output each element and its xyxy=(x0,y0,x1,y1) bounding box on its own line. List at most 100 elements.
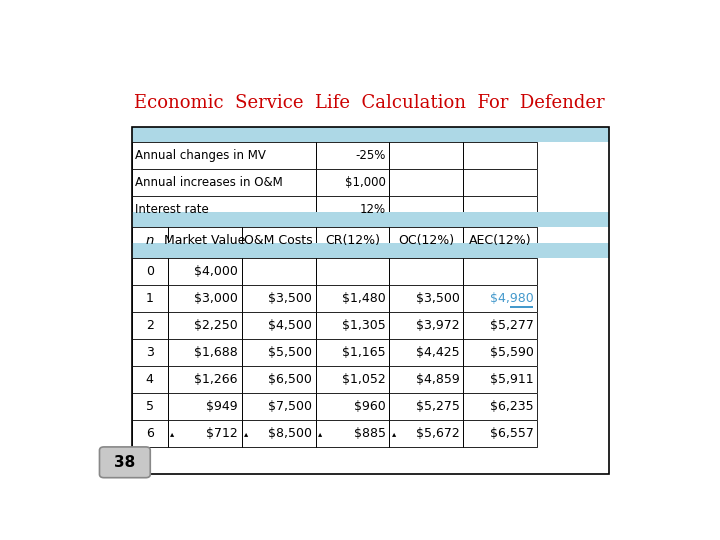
Text: 6: 6 xyxy=(146,427,153,440)
Bar xyxy=(464,168,537,196)
Bar xyxy=(464,393,537,420)
Bar xyxy=(390,393,464,420)
Text: $4,859: $4,859 xyxy=(415,373,459,386)
Bar xyxy=(464,227,537,254)
Text: CR(12%): CR(12%) xyxy=(325,234,380,247)
Bar xyxy=(390,366,464,393)
Text: $960: $960 xyxy=(354,400,386,413)
Text: $5,911: $5,911 xyxy=(490,373,534,386)
Bar xyxy=(132,196,315,223)
Text: $6,557: $6,557 xyxy=(490,427,534,440)
Bar xyxy=(390,168,464,196)
Bar xyxy=(132,258,168,285)
Bar xyxy=(390,227,464,254)
Bar xyxy=(464,339,537,366)
Bar xyxy=(390,258,464,285)
Bar xyxy=(315,312,390,339)
Text: Interest rate: Interest rate xyxy=(135,203,209,216)
Text: $4,980: $4,980 xyxy=(490,292,534,305)
Bar xyxy=(315,420,390,447)
Bar xyxy=(132,285,168,312)
Text: 3: 3 xyxy=(146,346,153,359)
Bar xyxy=(242,393,315,420)
Bar xyxy=(132,127,609,141)
Text: 38: 38 xyxy=(114,455,135,470)
Bar xyxy=(132,420,168,447)
FancyBboxPatch shape xyxy=(99,447,150,478)
Bar xyxy=(315,393,390,420)
Bar xyxy=(132,393,168,420)
Text: $5,500: $5,500 xyxy=(268,346,312,359)
Text: $6,235: $6,235 xyxy=(490,400,534,413)
Text: 5: 5 xyxy=(145,400,154,413)
Bar xyxy=(242,339,315,366)
Bar xyxy=(464,312,537,339)
Text: Economic  Service  Life  Calculation  For  Defender: Economic Service Life Calculation For De… xyxy=(134,94,604,112)
Bar xyxy=(315,366,390,393)
Text: $6,500: $6,500 xyxy=(268,373,312,386)
Bar xyxy=(390,285,464,312)
Text: $4,425: $4,425 xyxy=(416,346,459,359)
Bar xyxy=(315,196,390,223)
Text: $1,165: $1,165 xyxy=(342,346,386,359)
Bar xyxy=(168,312,242,339)
Bar xyxy=(132,285,609,312)
Text: $1,305: $1,305 xyxy=(342,319,386,332)
Bar xyxy=(390,196,464,223)
Bar xyxy=(315,339,390,366)
Bar xyxy=(315,141,390,168)
Bar xyxy=(315,168,390,196)
Bar xyxy=(168,227,242,254)
Text: n: n xyxy=(145,234,154,247)
Bar xyxy=(464,141,537,168)
Text: 12%: 12% xyxy=(360,203,386,216)
Bar xyxy=(168,285,242,312)
Bar xyxy=(132,312,609,339)
Bar xyxy=(132,420,609,447)
Text: AEC(12%): AEC(12%) xyxy=(469,234,531,247)
Text: $5,275: $5,275 xyxy=(415,400,459,413)
Bar xyxy=(315,258,390,285)
Bar xyxy=(464,420,537,447)
Text: $1,688: $1,688 xyxy=(194,346,238,359)
Bar xyxy=(315,285,390,312)
Bar xyxy=(390,312,464,339)
Text: 0: 0 xyxy=(145,265,154,278)
Bar xyxy=(132,168,315,196)
Text: Market Value: Market Value xyxy=(164,234,246,247)
Text: OC(12%): OC(12%) xyxy=(398,234,454,247)
Bar xyxy=(168,393,242,420)
Bar xyxy=(132,212,609,227)
Text: $8,500: $8,500 xyxy=(268,427,312,440)
Bar xyxy=(464,196,537,223)
Bar xyxy=(132,227,168,254)
Text: $712: $712 xyxy=(206,427,238,440)
Bar xyxy=(242,285,315,312)
Bar xyxy=(464,258,537,285)
Text: ▴: ▴ xyxy=(170,429,174,438)
Text: $949: $949 xyxy=(206,400,238,413)
Bar xyxy=(132,196,609,223)
Bar xyxy=(132,339,168,366)
Text: -25%: -25% xyxy=(356,148,386,162)
Bar xyxy=(132,366,609,393)
Bar xyxy=(242,227,315,254)
Bar xyxy=(168,339,242,366)
Bar xyxy=(132,168,609,196)
Bar xyxy=(464,366,537,393)
Bar xyxy=(132,243,609,258)
Text: 4: 4 xyxy=(146,373,153,386)
Bar xyxy=(168,366,242,393)
Bar xyxy=(132,127,609,474)
Bar xyxy=(390,420,464,447)
Text: ▴: ▴ xyxy=(392,429,396,438)
Text: $1,480: $1,480 xyxy=(342,292,386,305)
Text: $2,250: $2,250 xyxy=(194,319,238,332)
Bar xyxy=(242,258,315,285)
Text: O&M Costs: O&M Costs xyxy=(244,234,313,247)
Bar xyxy=(242,420,315,447)
Bar xyxy=(390,339,464,366)
Bar xyxy=(510,306,534,308)
Text: $5,590: $5,590 xyxy=(490,346,534,359)
Text: $5,277: $5,277 xyxy=(490,319,534,332)
